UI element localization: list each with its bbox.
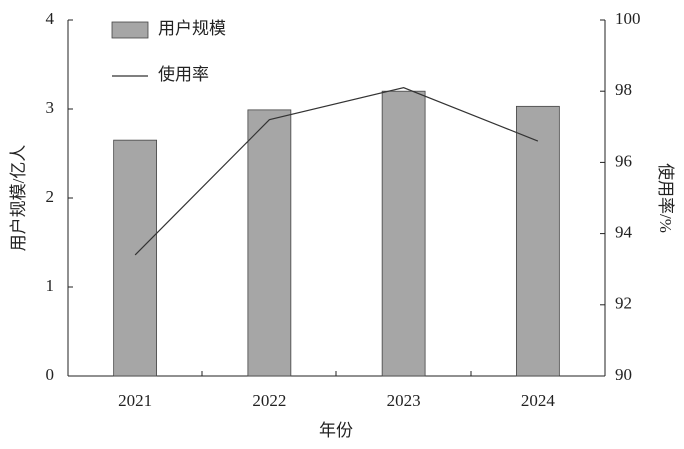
- x-tick-label: 2023: [387, 391, 421, 410]
- y2-tick-label: 96: [615, 151, 632, 170]
- x-tick-label: 2021: [118, 391, 152, 410]
- x-tick-label: 2024: [521, 391, 556, 410]
- y2-axis-label: 使用率/%: [656, 163, 676, 233]
- bar: [247, 109, 292, 377]
- y2-tick-label: 94: [615, 223, 633, 242]
- y-tick-label: 4: [46, 9, 55, 28]
- x-axis-label: 年份: [319, 421, 353, 440]
- y-tick-label: 0: [46, 365, 55, 384]
- legend-swatch: [111, 21, 149, 39]
- y-tick-label: 3: [46, 98, 55, 117]
- y2-tick-label: 98: [615, 80, 632, 99]
- legend-label: 用户规模: [158, 19, 226, 38]
- y2-tick-label: 90: [615, 365, 632, 384]
- legend-label: 使用率: [158, 64, 209, 84]
- y2-tick-label: 100: [615, 9, 641, 28]
- y-tick-label: 2: [46, 187, 55, 206]
- x-tick-label: 2022: [252, 391, 286, 410]
- bar: [381, 90, 426, 377]
- line: [134, 87, 539, 256]
- bar: [113, 139, 158, 377]
- y-axis-label: 用户规模/亿人: [9, 145, 28, 252]
- y2-tick-label: 92: [615, 294, 632, 313]
- y-tick-label: 1: [46, 276, 55, 295]
- bar: [515, 105, 560, 377]
